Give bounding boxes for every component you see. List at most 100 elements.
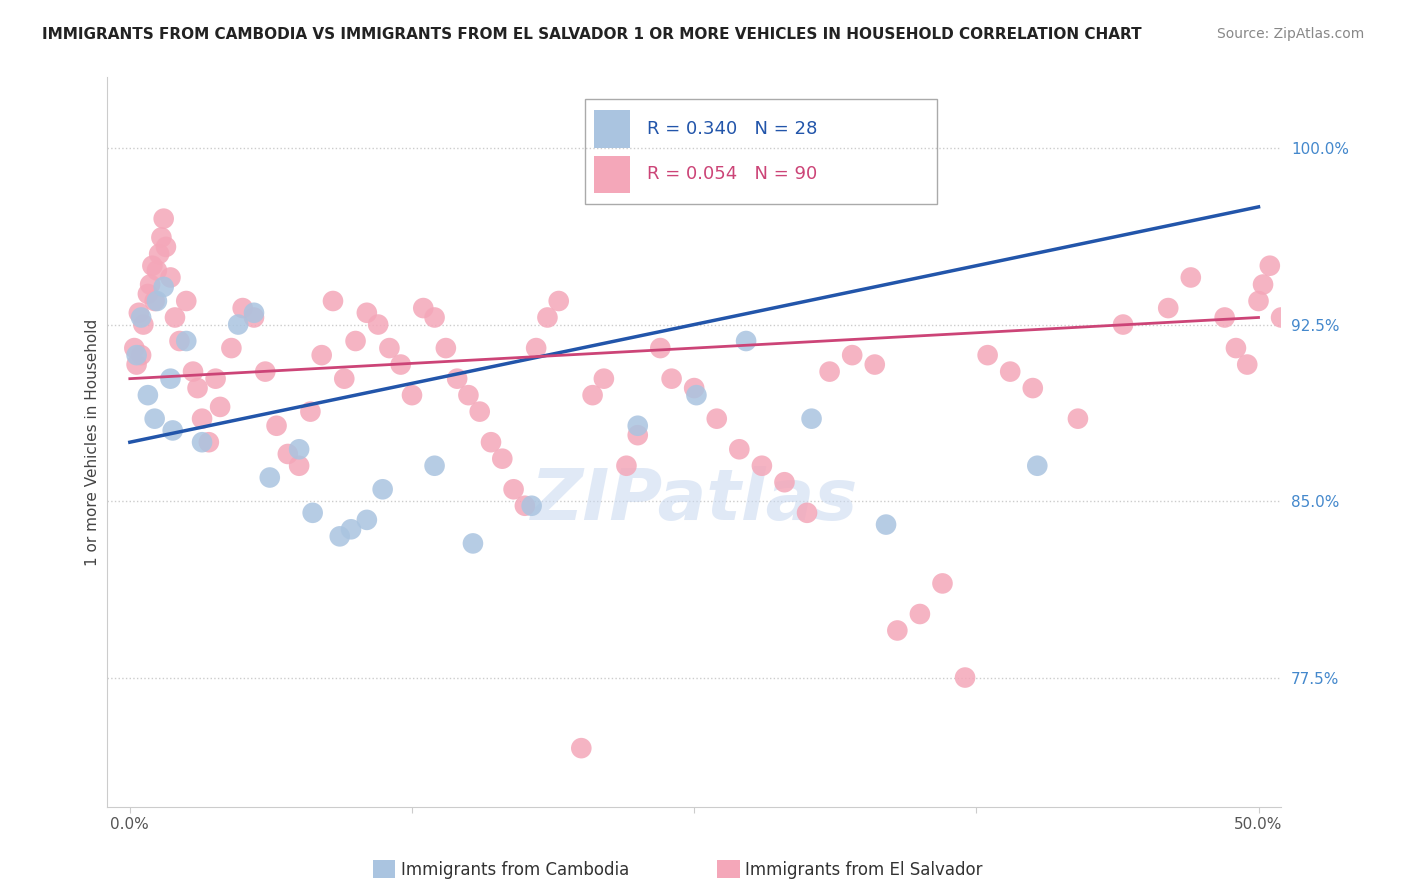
Point — [1270, 310, 1292, 325]
Point — [146, 263, 169, 277]
Point — [735, 334, 758, 348]
Bar — [595, 111, 630, 148]
Point — [191, 435, 214, 450]
Point — [457, 388, 479, 402]
Point — [1225, 341, 1247, 355]
Point — [479, 435, 502, 450]
Point — [356, 513, 378, 527]
Point — [333, 372, 356, 386]
Point — [818, 365, 841, 379]
Point — [356, 306, 378, 320]
Point — [125, 358, 148, 372]
Point — [661, 372, 683, 386]
Point — [863, 358, 886, 372]
Point — [1180, 270, 1202, 285]
Point — [146, 293, 169, 308]
Point — [685, 388, 707, 402]
Point — [277, 447, 299, 461]
Point — [150, 230, 173, 244]
Point — [1022, 381, 1045, 395]
Point — [322, 293, 344, 308]
Point — [169, 334, 191, 348]
Point — [627, 418, 650, 433]
Point — [773, 475, 796, 490]
Point — [136, 388, 159, 402]
Point — [706, 411, 728, 425]
Point — [174, 334, 197, 348]
Point — [378, 341, 401, 355]
Point — [226, 318, 249, 332]
Text: R = 0.054   N = 90: R = 0.054 N = 90 — [647, 166, 817, 184]
Point — [547, 293, 569, 308]
Y-axis label: 1 or more Vehicles in Household: 1 or more Vehicles in Household — [86, 318, 100, 566]
Point — [524, 341, 547, 355]
Point — [446, 372, 468, 386]
Point — [136, 287, 159, 301]
Point — [650, 341, 672, 355]
Point — [174, 293, 197, 308]
Point — [299, 404, 322, 418]
Point — [616, 458, 638, 473]
Point — [908, 607, 931, 621]
Point — [163, 310, 186, 325]
Point — [186, 381, 208, 395]
Point — [129, 348, 152, 362]
Point — [998, 365, 1021, 379]
Point — [728, 442, 751, 457]
Point — [886, 624, 908, 638]
Point — [841, 348, 863, 362]
Text: Immigrants from Cambodia: Immigrants from Cambodia — [401, 861, 628, 879]
Point — [344, 334, 367, 348]
Point — [592, 372, 614, 386]
Point — [1258, 259, 1281, 273]
Point — [953, 671, 976, 685]
Point — [159, 270, 181, 285]
Point — [389, 358, 412, 372]
Point — [143, 293, 166, 308]
Point — [1112, 318, 1135, 332]
Point — [520, 499, 543, 513]
Point — [288, 442, 311, 457]
Point — [125, 348, 148, 362]
Point — [1281, 341, 1303, 355]
Point — [1213, 310, 1236, 325]
Point — [143, 411, 166, 425]
Point — [148, 247, 170, 261]
Point — [329, 529, 352, 543]
Bar — [585, 99, 938, 204]
Point — [1236, 358, 1258, 372]
Point — [288, 458, 311, 473]
Text: Immigrants from El Salvador: Immigrants from El Salvador — [745, 861, 983, 879]
Text: ZIPatlas: ZIPatlas — [530, 467, 858, 535]
Point — [141, 259, 163, 273]
Point — [423, 310, 446, 325]
Point — [311, 348, 333, 362]
Point — [266, 418, 288, 433]
Point — [209, 400, 232, 414]
Point — [152, 280, 174, 294]
Point — [491, 451, 513, 466]
Point — [340, 522, 363, 536]
Point — [243, 310, 266, 325]
Point — [1157, 301, 1180, 315]
Point — [502, 483, 524, 497]
Point — [412, 301, 434, 315]
Point — [259, 470, 281, 484]
Point — [796, 506, 818, 520]
Point — [204, 372, 226, 386]
Point — [683, 381, 706, 395]
Point — [254, 365, 277, 379]
Point — [536, 310, 558, 325]
Point — [569, 741, 592, 756]
Point — [159, 372, 181, 386]
Point — [1026, 458, 1049, 473]
Point — [627, 428, 650, 442]
Bar — [595, 155, 630, 194]
Point — [401, 388, 423, 402]
Text: IMMIGRANTS FROM CAMBODIA VS IMMIGRANTS FROM EL SALVADOR 1 OR MORE VEHICLES IN HO: IMMIGRANTS FROM CAMBODIA VS IMMIGRANTS F… — [42, 27, 1142, 42]
Point — [162, 424, 184, 438]
Point — [152, 211, 174, 226]
Point — [1292, 372, 1315, 386]
Point — [155, 240, 177, 254]
Point — [191, 411, 214, 425]
